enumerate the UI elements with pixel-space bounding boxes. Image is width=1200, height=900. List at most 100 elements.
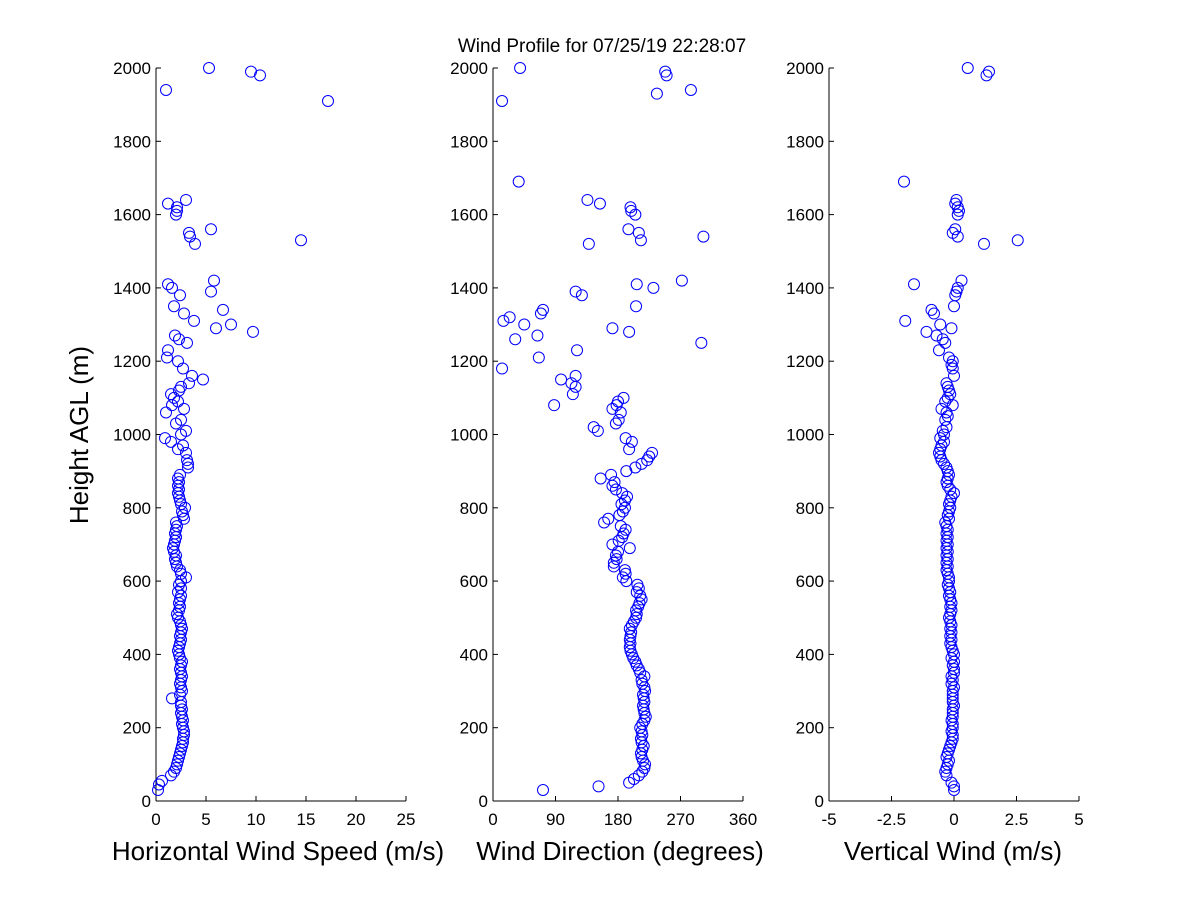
data-point [1011,234,1024,247]
data-point [153,778,165,791]
data-point [635,674,648,687]
data-point [983,65,995,78]
data-point [948,780,960,793]
data-point [948,487,960,500]
x-axis-label: Wind Direction (degrees) [476,836,764,866]
data-point [188,314,200,327]
series-horizontal-wind-speed [152,62,334,797]
y-tick-label: 0 [142,792,151,811]
data-point [606,538,619,551]
data-point [174,564,186,577]
y-tick-label: 200 [460,719,488,738]
data-point [180,446,192,459]
data-point [631,578,644,591]
data-point [933,344,945,357]
data-point [156,774,168,787]
x-tick-label: -5 [821,810,836,829]
y-tick-label: 1000 [450,426,488,445]
data-point [555,373,568,386]
data-point [625,435,638,448]
y-tick-label: 1400 [450,279,488,298]
x-tick-label: 2.5 [1005,810,1029,829]
panel-horizontal-wind-speed: 0 200 400 600 800 1000 1200 1400 1600 1800 2000 0 5 1… [112,59,444,866]
data-point [518,318,531,331]
data-point [949,223,962,236]
data-point [945,490,958,503]
data-point [940,377,953,390]
data-point [245,65,257,78]
data-point [619,432,632,445]
data-point [173,333,185,346]
data-point [659,65,672,78]
y-tick-label: 400 [796,645,824,664]
data-point [943,575,955,588]
data-point [162,344,174,357]
y-tick-label: 1400 [113,279,151,298]
data-point [675,274,688,287]
data-point [162,197,174,210]
data-point [939,336,952,349]
x-tick-label: 20 [347,810,366,829]
data-point [208,274,220,287]
data-point [186,369,198,382]
data-point [165,435,177,448]
data-point [697,230,710,243]
data-point [614,406,627,419]
data-point [928,307,940,320]
y-tick-label: 1600 [113,206,151,225]
data-point [944,483,957,496]
data-point [178,307,190,320]
y-tick-label: 2000 [450,59,488,78]
data-point [172,586,184,599]
data-point [939,516,952,529]
x-tick-label: 0 [488,810,497,829]
data-point [695,336,708,349]
data-point [182,461,194,474]
x-tick-label: 360 [729,810,757,829]
data-point [950,193,963,206]
data-point [619,567,632,580]
data-point [322,94,334,107]
y-axis-label: Height AGL (m) [64,346,94,524]
data-point [948,369,960,382]
data-point [936,333,949,346]
data-point [934,432,947,445]
x-tick-label: 10 [247,810,266,829]
data-point [939,413,952,426]
data-point [946,355,959,368]
data-point [205,285,217,298]
data-point [951,201,964,214]
data-point [618,564,631,577]
data-point [181,454,193,467]
data-point [582,237,595,250]
data-point [607,556,620,569]
data-point [598,516,611,529]
data-point [197,373,209,386]
data-point [639,685,652,698]
y-tick-label: 2000 [786,59,824,78]
data-point [946,226,959,239]
series-vertical-wind [898,62,1024,797]
data-point [650,87,663,100]
data-point [630,278,643,291]
data-point [593,197,606,210]
data-point [247,325,259,338]
y-tick-label: 200 [796,719,824,738]
data-point [634,589,647,602]
y-tick-label: 600 [460,572,488,591]
y-tick-label: 200 [123,719,151,738]
data-point [616,487,629,500]
data-point [936,424,949,437]
data-point [592,780,605,793]
data-point [178,402,190,415]
data-point [591,424,604,437]
data-point [634,234,647,247]
x-tick-label: 180 [604,810,632,829]
x-tick-label: 25 [397,810,416,829]
data-point [170,516,182,529]
y-tick-label: 1400 [786,279,824,298]
data-point [646,446,659,459]
y-tick-label: 1800 [113,132,151,151]
data-point [159,432,171,445]
data-point [948,784,960,797]
